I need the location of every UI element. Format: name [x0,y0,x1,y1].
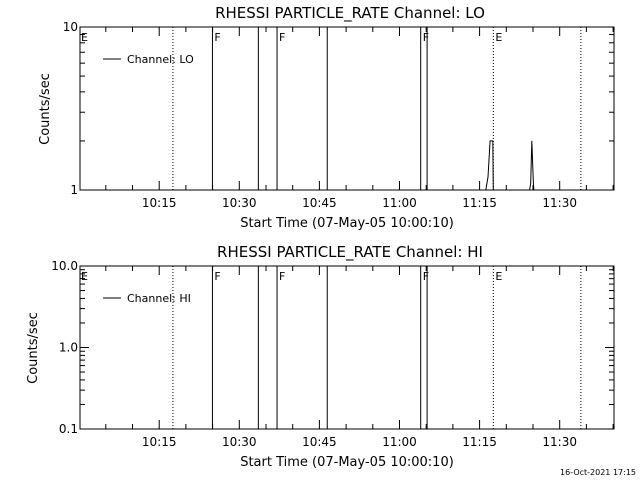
hi-chart-title: RHESSI PARTICLE_RATE Channel: HI [217,243,483,262]
lo-event-label: F [279,31,285,44]
hi-y-tick-label: 1.0 [59,341,78,355]
hi-event-label: F [423,270,429,283]
lo-event-label: F [214,31,220,44]
lo-y-tick-label: 10 [63,20,78,34]
lo-plot-frame [79,26,615,191]
lo-x-tick-label: 10:15 [142,196,177,210]
lo-x-tick-label: 11:15 [462,196,497,210]
lo-event-label: E [495,31,502,44]
lo-x-tick-label: 10:45 [302,196,337,210]
lo-x-tick-label: 11:30 [542,196,577,210]
hi-y-tick-label: 10.0 [51,259,78,273]
hi-x-tick-label: 10:45 [302,435,337,449]
hi-y-axis-label: Counts/sec [26,312,41,384]
hi-x-tick-label: 11:15 [462,435,497,449]
lo-y-axis-label: Counts/sec [38,73,53,145]
hi-x-tick-label: 10:15 [142,435,177,449]
hi-x-tick-label: 11:30 [542,435,577,449]
footer-timestamp: 16-Oct-2021 17:15 [560,468,636,477]
hi-x-tick-label: 10:30 [222,435,257,449]
lo-y-tick-label: 1 [70,183,78,197]
hi-x-axis-label: Start Time (07-May-05 10:00:10) [240,455,454,470]
lo-chart-title: RHESSI PARTICLE_RATE Channel: LO [215,4,485,23]
lo-x-tick-label: 11:00 [382,196,417,210]
hi-event-label: F [279,270,285,283]
lo-x-tick-label: 10:30 [222,196,257,210]
hi-y-tick-label: 0.1 [59,422,78,436]
lo-event-label: F [423,31,429,44]
lo-edge-label: E [81,31,88,44]
lo-series-line [485,140,535,191]
hi-channel-panel: RHESSI PARTICLE_RATE Channel: HI Counts/… [26,243,615,470]
hi-legend-label: Channel: HI [127,292,191,305]
hi-x-tick-label: 11:00 [382,435,417,449]
hi-event-label: F [214,270,220,283]
hi-event-label: E [495,270,502,283]
lo-x-axis-label: Start Time (07-May-05 10:00:10) [240,216,454,231]
lo-channel-panel: RHESSI PARTICLE_RATE Channel: LO Counts/… [38,4,615,231]
hi-edge-label: E [81,270,88,283]
lo-legend-label: Channel: LO [127,53,194,66]
